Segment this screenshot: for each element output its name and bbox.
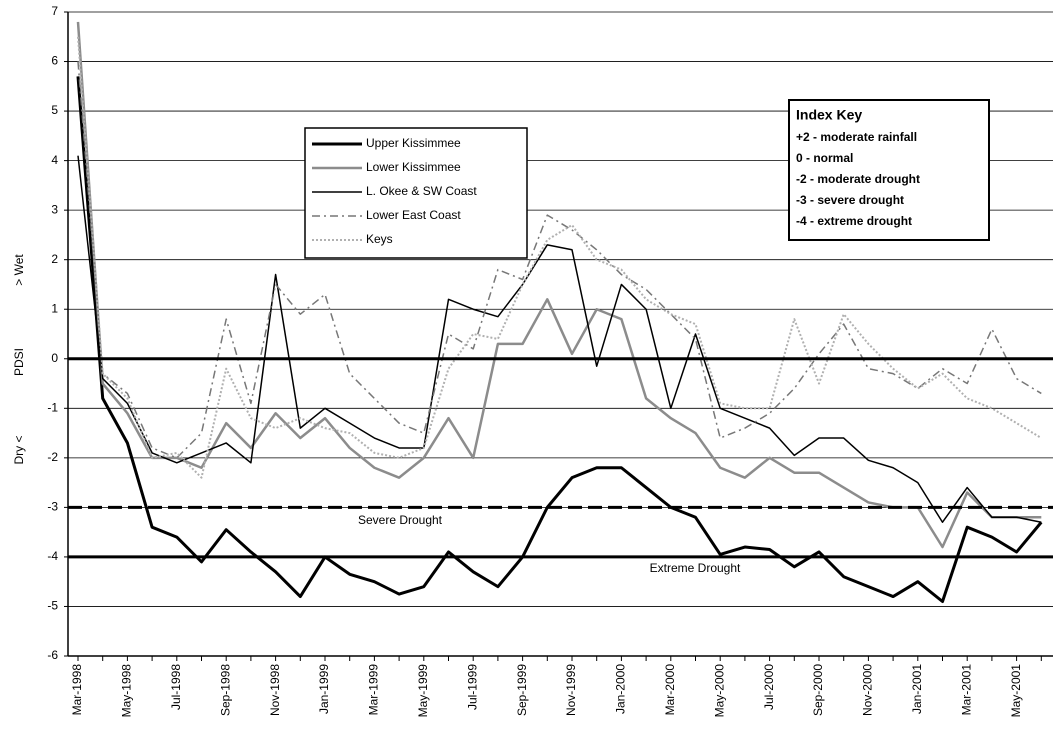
x-tick-label: Jan-2001 bbox=[910, 664, 924, 714]
y-tick-label: -2 bbox=[47, 450, 58, 464]
x-tick-label: Sep-2000 bbox=[811, 664, 825, 716]
y-tick-label: 5 bbox=[51, 103, 58, 117]
y-tick-label: 6 bbox=[51, 54, 58, 68]
y-axis-label: > Wet bbox=[12, 254, 26, 286]
x-tick-label: Sep-1998 bbox=[218, 664, 232, 716]
x-tick-label: Jul-1998 bbox=[169, 664, 183, 710]
x-tick-label: Jul-1999 bbox=[465, 664, 479, 710]
x-tick-label: May-2001 bbox=[1009, 664, 1023, 718]
y-tick-label: 2 bbox=[51, 252, 58, 266]
series-line bbox=[77, 36, 1042, 479]
legend-box bbox=[304, 127, 528, 259]
legend-label: Lower East Coast bbox=[366, 208, 461, 222]
y-tick-label: -1 bbox=[47, 400, 58, 414]
y-tick-label: 4 bbox=[51, 153, 58, 167]
series-lines bbox=[76, 21, 1043, 604]
y-tick-label: 1 bbox=[51, 301, 58, 315]
x-tick-label: Jan-2000 bbox=[614, 664, 628, 714]
x-tick-label: Mar-2001 bbox=[959, 664, 973, 716]
y-tick-label: -4 bbox=[47, 549, 58, 563]
x-tick-label: Nov-1999 bbox=[564, 664, 578, 716]
y-tick-label: -3 bbox=[47, 500, 58, 514]
x-tick-label: Jan-1999 bbox=[317, 664, 331, 714]
y-tick-label: -5 bbox=[47, 599, 58, 613]
index-key-item: +2 - moderate rainfall bbox=[796, 130, 917, 144]
reference-label: Severe Drought bbox=[358, 513, 443, 527]
x-tick-label: Nov-1998 bbox=[268, 664, 282, 716]
index-key-item: -2 - moderate drought bbox=[796, 172, 920, 186]
reference-label: Extreme Drought bbox=[650, 561, 741, 575]
legend-label: L. Okee & SW Coast bbox=[366, 184, 477, 198]
legend-label: Lower Kissimmee bbox=[366, 160, 461, 174]
index-key-item: -3 - severe drought bbox=[796, 193, 904, 207]
legend-label: Upper Kissimmee bbox=[366, 136, 461, 150]
index-key-title: Index Key bbox=[796, 107, 862, 123]
series-line bbox=[76, 21, 1042, 549]
index-key-item: 0 - normal bbox=[796, 151, 853, 165]
x-tick-label: Mar-1999 bbox=[367, 664, 381, 716]
y-tick-label: 7 bbox=[51, 4, 58, 18]
y-tick-label: -6 bbox=[47, 648, 58, 662]
x-tick-label: Mar-2000 bbox=[663, 664, 677, 716]
x-tick-label: Mar-1998 bbox=[70, 664, 84, 716]
x-tick-label: Sep-1999 bbox=[515, 664, 529, 716]
x-tick-label: May-1998 bbox=[120, 664, 134, 718]
y-tick-label: 3 bbox=[51, 202, 58, 216]
y-axis-label: PDSI bbox=[12, 348, 26, 376]
series-line bbox=[76, 76, 1043, 604]
grid bbox=[68, 11, 1053, 657]
index-key-box bbox=[788, 99, 990, 241]
x-tick-label: Nov-2000 bbox=[861, 664, 875, 716]
index-key-item: -4 - extreme drought bbox=[796, 214, 912, 228]
x-tick-label: May-1999 bbox=[416, 664, 430, 718]
x-tick-label: May-2000 bbox=[712, 664, 726, 718]
series-line bbox=[77, 155, 1042, 523]
x-tick-label: Jul-2000 bbox=[762, 664, 776, 710]
y-tick-label: 0 bbox=[51, 351, 58, 365]
y-axis-label: Dry < bbox=[12, 435, 26, 464]
legend-label: Keys bbox=[366, 232, 393, 246]
